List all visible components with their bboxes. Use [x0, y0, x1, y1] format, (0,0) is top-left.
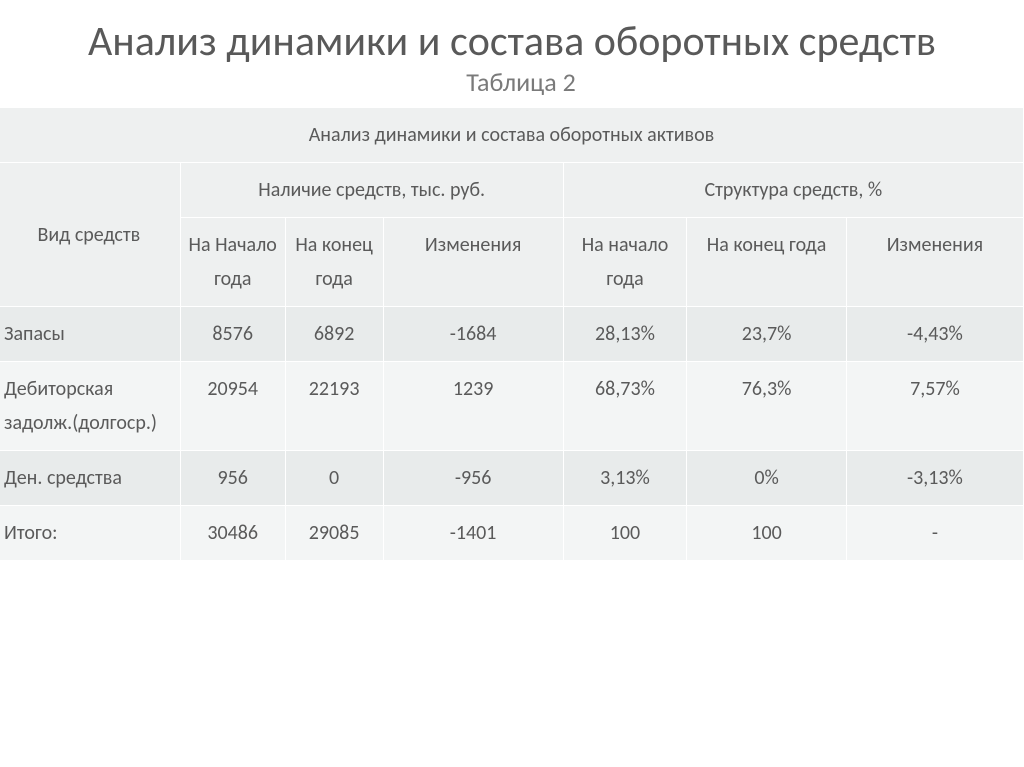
- cell: -1401: [383, 506, 563, 561]
- cell: -4,43%: [846, 307, 1023, 362]
- table-row: Итого: 30486 29085 -1401 100 100 -: [0, 506, 1024, 561]
- cell: 956: [180, 451, 285, 506]
- subheader-start-year-2: На начало года: [563, 218, 687, 307]
- table-group-row: Вид средств Наличие средств, тыс. руб. С…: [0, 163, 1024, 218]
- cell: 29085: [285, 506, 383, 561]
- cell: 6892: [285, 307, 383, 362]
- cell: -: [846, 506, 1023, 561]
- row-label: Ден. средства: [0, 451, 180, 506]
- title-block: Анализ динамики и состава оборотных сред…: [0, 18, 1024, 108]
- table-caption-row: Анализ динамики и состава оборотных акти…: [0, 108, 1024, 163]
- table-caption: Анализ динамики и состава оборотных акти…: [0, 108, 1024, 163]
- cell: 76,3%: [687, 362, 847, 451]
- cell: -3,13%: [846, 451, 1023, 506]
- cell: 22193: [285, 362, 383, 451]
- cell: 28,13%: [563, 307, 687, 362]
- subheader-changes-2: Изменения: [846, 218, 1023, 307]
- cell: 1239: [383, 362, 563, 451]
- row-label: Итого:: [0, 506, 180, 561]
- cell: 3,13%: [563, 451, 687, 506]
- subheader-end-year-1: На конец года: [285, 218, 383, 307]
- col-header-kind: Вид средств: [0, 163, 180, 307]
- cell: 20954: [180, 362, 285, 451]
- cell: 8576: [180, 307, 285, 362]
- cell: 30486: [180, 506, 285, 561]
- cell: 100: [563, 506, 687, 561]
- table-row: Запасы 8576 6892 -1684 28,13% 23,7% -4,4…: [0, 307, 1024, 362]
- slide: Анализ динамики и состава оборотных сред…: [0, 0, 1024, 767]
- data-table: Анализ динамики и состава оборотных акти…: [0, 108, 1024, 561]
- cell: 23,7%: [687, 307, 847, 362]
- cell: -1684: [383, 307, 563, 362]
- col-group-structure: Структура средств, %: [563, 163, 1023, 218]
- subheader-changes-1: Изменения: [383, 218, 563, 307]
- cell: 100: [687, 506, 847, 561]
- cell: 0%: [687, 451, 847, 506]
- slide-title: Анализ динамики и состава оборотных сред…: [88, 16, 936, 67]
- cell: 7,57%: [846, 362, 1023, 451]
- slide-subtitle: Таблица 2: [466, 66, 576, 98]
- cell: 0: [285, 451, 383, 506]
- row-label: Дебиторская задолж.(долгоср.): [0, 362, 180, 451]
- table-row: Дебиторская задолж.(долгоср.) 20954 2219…: [0, 362, 1024, 451]
- subheader-start-year-1: На Начало года: [180, 218, 285, 307]
- table-row: Ден. средства 956 0 -956 3,13% 0% -3,13%: [0, 451, 1024, 506]
- cell: 68,73%: [563, 362, 687, 451]
- subheader-end-year-2: На конец года: [687, 218, 847, 307]
- row-label: Запасы: [0, 307, 180, 362]
- cell: -956: [383, 451, 563, 506]
- col-group-availability: Наличие средств, тыс. руб.: [180, 163, 563, 218]
